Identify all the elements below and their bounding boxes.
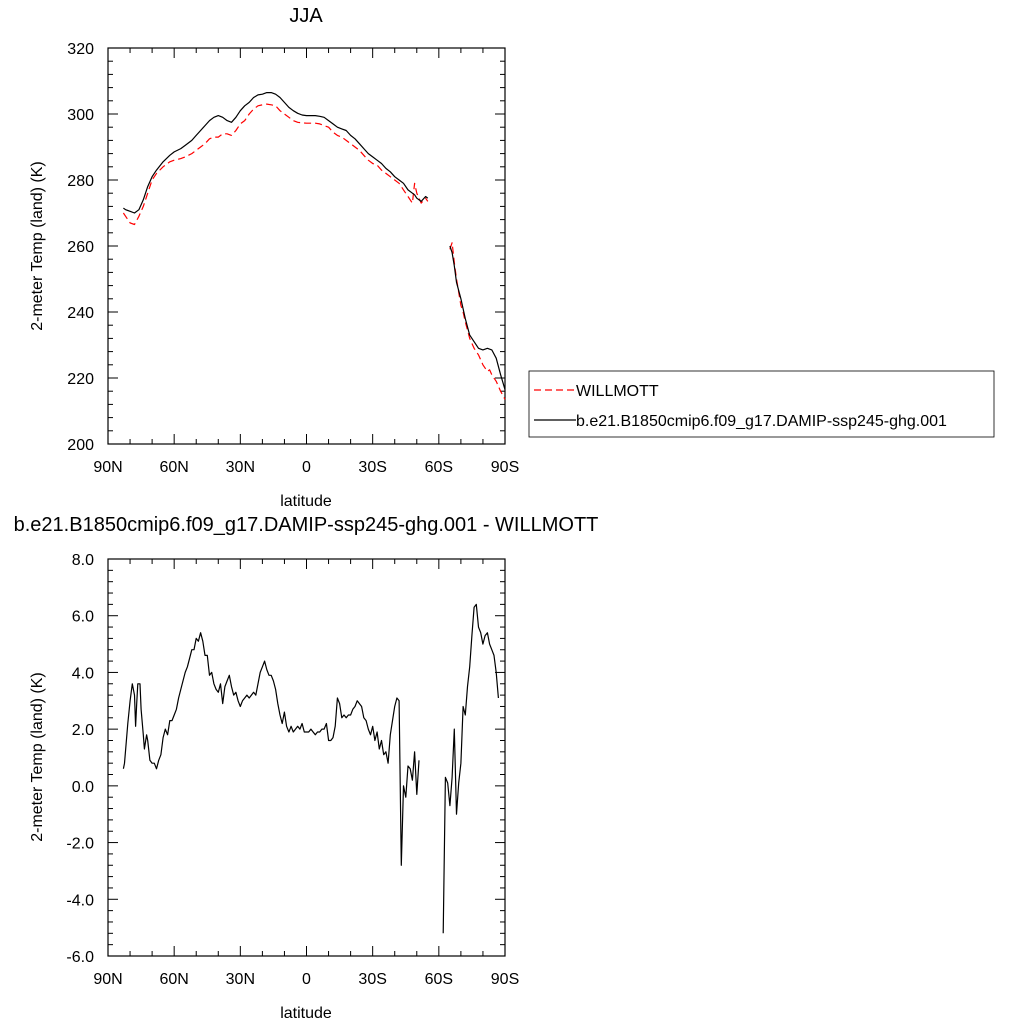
- top-y-tick-label: 200: [67, 437, 94, 454]
- bottom-y-tick-label: -6.0: [66, 949, 94, 966]
- legend-label-model: b.e21.B1850cmip6.f09_g17.DAMIP-ssp245-gh…: [576, 413, 947, 430]
- top-panel: JJA 90N 60N 30N 0 30S 60S 90S 200 220 240 260 280 30…: [29, 5, 995, 510]
- bottom-y-tick-label: 2.0: [72, 722, 94, 739]
- top-x-tick-label: 60N: [159, 459, 188, 476]
- bottom-panel: b.e21.B1850cmip6.f09_g17.DAMIP-ssp245-gh…: [14, 514, 599, 1022]
- top-y-tick-label: 240: [67, 305, 94, 322]
- bottom-x-axis-label: latitude: [280, 1005, 332, 1022]
- top-x-tick-label: 30S: [358, 459, 386, 476]
- bottom-y-tick-label: -2.0: [66, 836, 94, 853]
- bottom-x-tick-label: 60S: [425, 971, 453, 988]
- top-y-axis-label: 2-meter Temp (land) (K): [29, 161, 46, 331]
- bottom-x-tick-label: 30S: [358, 971, 386, 988]
- top-x-tick-label: 0: [302, 459, 311, 476]
- top-series-1-line-segment-1: [449, 245, 506, 390]
- bottom-x-tick-label: 90N: [93, 971, 122, 988]
- top-x-axis-label: latitude: [280, 493, 332, 510]
- top-chart-title: JJA: [289, 5, 323, 27]
- bottom-chart-title: b.e21.B1850cmip6.f09_g17.DAMIP-ssp245-gh…: [14, 514, 599, 536]
- bottom-x-tick-label: 30N: [226, 971, 255, 988]
- top-y-tick-label: 280: [67, 173, 94, 190]
- bottom-x-tick-label: 60N: [159, 971, 188, 988]
- bottom-y-tick-label: 0.0: [72, 779, 94, 796]
- top-x-tick-label: 60S: [425, 459, 453, 476]
- top-series-1-line-segment-0: [123, 91, 429, 214]
- bottom-y-tick-label: 8.0: [72, 552, 94, 569]
- top-series-0-line-segment-1: [449, 242, 506, 400]
- bottom-x-tick-label: 90S: [491, 971, 519, 988]
- bottom-x-tick-label: 0: [302, 971, 311, 988]
- bottom-y-tick-label: 6.0: [72, 609, 94, 626]
- legend: WILLMOTT b.e21.B1850cmip6.f09_g17.DAMIP-…: [528, 370, 995, 438]
- top-y-tick-label: 260: [67, 239, 94, 256]
- bottom-series-0-line-segment-1: [442, 603, 499, 934]
- top-y-tick-label: 300: [67, 107, 94, 124]
- bottom-series-0-line-segment-0: [122, 632, 420, 866]
- bottom-y-tick-label: -4.0: [66, 892, 94, 909]
- top-y-tick-label: 320: [67, 41, 94, 58]
- top-y-tick-label: 220: [67, 371, 94, 388]
- legend-box: [528, 370, 995, 438]
- bottom-y-tick-label: 4.0: [72, 665, 94, 682]
- top-x-tick-label: 90S: [491, 459, 519, 476]
- legend-label-willmott: WILLMOTT: [576, 383, 659, 400]
- top-plot-frame: [107, 47, 506, 445]
- bottom-plot-frame: [107, 558, 506, 957]
- bottom-y-axis-label: 2-meter Temp (land) (K): [29, 672, 46, 842]
- top-x-tick-label: 90N: [93, 459, 122, 476]
- top-x-tick-label: 30N: [226, 459, 255, 476]
